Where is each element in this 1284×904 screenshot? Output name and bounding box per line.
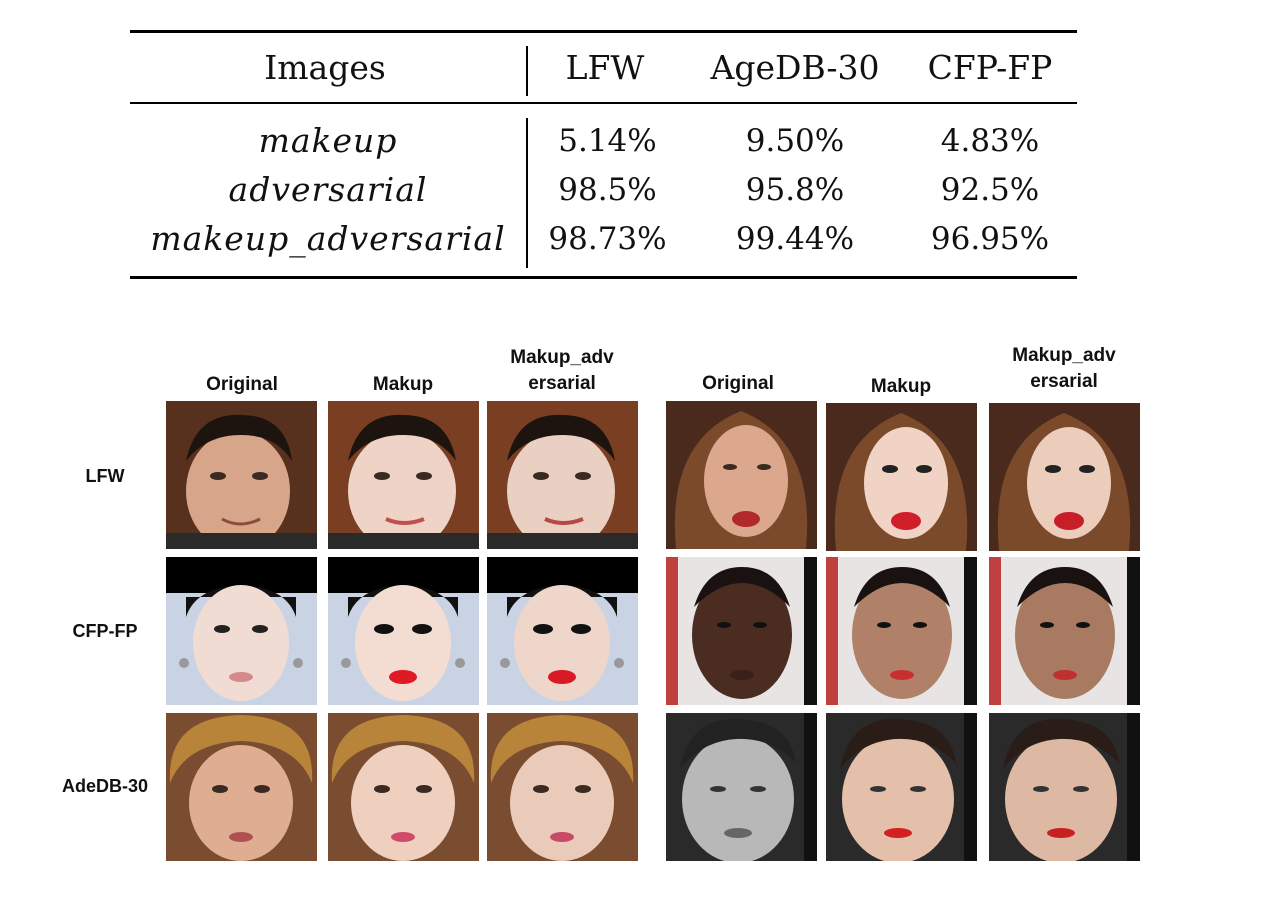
cell-makeup-adversarial-agedb: 99.44% xyxy=(735,221,855,257)
row-label-adversarial: adversarial xyxy=(228,170,428,209)
cell-makeup-lfw: 5.14% xyxy=(558,123,657,159)
col-header-makeup-adv-right-line1: Makup_adv xyxy=(1012,345,1116,366)
face-image-agedb-male-makeup xyxy=(826,713,977,861)
col-header-makeup-adv-left: Makup_adv ersarial xyxy=(486,345,638,397)
face-image-lfw-male-makeup-adversarial xyxy=(487,401,638,549)
cell-adversarial-agedb: 95.8% xyxy=(745,172,845,208)
cell-makeup-adversarial-cfp: 96.95% xyxy=(930,221,1050,257)
header-cfpfp: CFP-FP xyxy=(927,48,1053,87)
row-label-makeup-adversarial: makeup_adversarial xyxy=(150,219,506,258)
cell-adversarial-cfp: 92.5% xyxy=(940,172,1040,208)
face-image-agedb-female-original xyxy=(166,713,317,861)
cell-makeup-cfp: 4.83% xyxy=(940,123,1040,159)
row-header-adedb30: AdeDB-30 xyxy=(61,776,149,796)
table-top-rule xyxy=(130,30,1077,33)
table-body-separator xyxy=(526,118,528,268)
face-image-lfw-male-original xyxy=(166,401,317,549)
face-image-cfpfp-male-makeup-adversarial xyxy=(989,557,1140,705)
face-image-agedb-female-makeup xyxy=(328,713,479,861)
face-image-lfw-male-makeup xyxy=(328,401,479,549)
face-image-cfpfp-female-makeup xyxy=(328,557,479,705)
face-image-lfw-female-makeup xyxy=(826,403,977,551)
row-header-cfpfp: CFP-FP xyxy=(72,621,138,641)
face-image-lfw-female-makeup-adversarial xyxy=(989,403,1140,551)
col-header-original-right: Original xyxy=(702,373,774,394)
col-header-makeup-adv-left-line2: ersarial xyxy=(528,373,596,394)
header-agedb30: AgeDB-30 xyxy=(710,48,880,87)
face-image-cfpfp-male-makeup xyxy=(826,557,977,705)
face-image-agedb-male-makeup-adversarial xyxy=(989,713,1140,861)
row-header-lfw: LFW xyxy=(85,466,125,486)
header-images: Images xyxy=(264,48,386,87)
face-image-cfpfp-female-makeup-adversarial xyxy=(487,557,638,705)
face-image-cfpfp-male-original xyxy=(666,557,817,705)
header-lfw: LFW xyxy=(565,48,645,87)
face-image-cfpfp-female-original xyxy=(166,557,317,705)
col-header-makeup-adv-right: Makup_adv ersarial xyxy=(988,343,1140,395)
col-header-makeup-adv-left-line1: Makup_adv xyxy=(510,347,614,368)
face-image-agedb-male-original xyxy=(666,713,817,861)
cell-makeup-adversarial-lfw: 98.73% xyxy=(548,221,667,257)
table-header-separator xyxy=(526,46,528,96)
face-image-agedb-female-makeup-adversarial xyxy=(487,713,638,861)
table-bottom-rule xyxy=(130,276,1077,279)
col-header-original-left: Original xyxy=(206,374,278,395)
cell-adversarial-lfw: 98.5% xyxy=(558,172,657,208)
col-header-makeup-left: Makup xyxy=(372,374,434,395)
cell-makeup-agedb: 9.50% xyxy=(745,123,845,159)
table-mid-rule xyxy=(130,102,1077,104)
col-header-makeup-right: Makup xyxy=(870,376,932,397)
col-header-makeup-adv-right-line2: ersarial xyxy=(1030,371,1098,392)
row-label-makeup: makeup xyxy=(258,121,398,160)
face-image-lfw-female-original xyxy=(666,401,817,549)
